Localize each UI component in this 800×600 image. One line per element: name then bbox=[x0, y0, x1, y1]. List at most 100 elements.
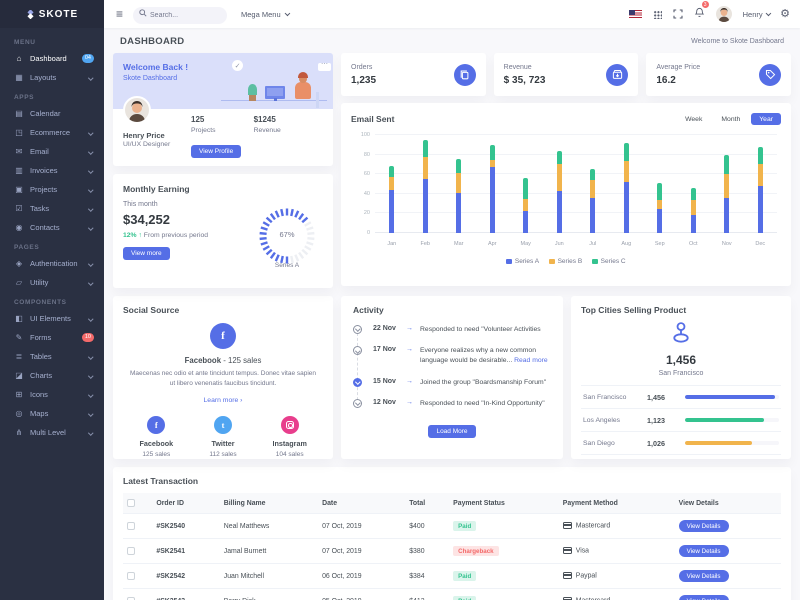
view-profile-button[interactable]: View Profile bbox=[191, 145, 242, 158]
select-all-checkbox[interactable] bbox=[127, 499, 135, 507]
sidebar-item-ecommerce[interactable]: ◳ Ecommerce bbox=[0, 123, 104, 142]
email-sent-chart: 0 20 40 60 80 100 Jan Feb Mar Apr May Jun Jul Aug Sep O… bbox=[351, 131, 781, 277]
page-welcome-text: Welcome to Skote Dashboard bbox=[691, 38, 784, 45]
bar-segment-series-a bbox=[590, 197, 596, 233]
sidebar: SKOTE MENU ⌂ Dashboard 04 ▦ Layouts APPS ▤ Calen… bbox=[0, 0, 104, 600]
mega-menu-button[interactable]: Mega Menu bbox=[241, 10, 290, 19]
view-more-button[interactable]: View more bbox=[123, 247, 170, 260]
row-checkbox[interactable] bbox=[127, 597, 135, 600]
social-name: Facebook bbox=[139, 438, 174, 448]
sidebar-item-contacts[interactable]: ◉ Contacts bbox=[0, 218, 104, 237]
bar-segment-series-b bbox=[456, 173, 462, 193]
menu-toggle-icon[interactable]: ≡ bbox=[116, 7, 124, 21]
sidebar-item-forms[interactable]: ✎ Forms 10 bbox=[0, 328, 104, 347]
earning-change: 12% ↑ From previous period bbox=[123, 232, 323, 239]
view-details-button[interactable]: View Details bbox=[678, 595, 729, 600]
city-progress-track bbox=[685, 441, 779, 445]
total-cell: $380 bbox=[405, 538, 450, 564]
projects-label: Projects bbox=[191, 127, 216, 134]
charts-icon: ◪ bbox=[15, 371, 23, 380]
social-sales-text: - 125 sales bbox=[223, 356, 262, 365]
row-checkbox[interactable] bbox=[127, 522, 135, 530]
language-flag-icon[interactable] bbox=[628, 10, 642, 18]
social-item-facebook[interactable]: f Facebook 125 sales bbox=[123, 415, 190, 458]
stat-card-average-price: Average Price 16.2 bbox=[646, 53, 792, 96]
top-cities-card: Top Cities Selling Product 1,456 San Fra… bbox=[571, 296, 791, 459]
logo[interactable]: SKOTE bbox=[0, 0, 104, 28]
sidebar-menu: MENU ⌂ Dashboard 04 ▦ Layouts APPS ▤ Calendar ◳ Ec… bbox=[0, 28, 104, 442]
sidebar-item-authentication[interactable]: ◈ Authentication bbox=[0, 254, 104, 273]
sidebar-item-multi-level[interactable]: ⋔ Multi Level bbox=[0, 423, 104, 442]
sidebar-item-maps[interactable]: ◎ Maps bbox=[0, 404, 104, 423]
ui-elements-icon: ◧ bbox=[15, 314, 23, 323]
sidebar-item-label: Icons bbox=[30, 390, 48, 399]
view-details-button[interactable]: View Details bbox=[678, 545, 729, 557]
welcome-subtitle: Skote Dashboard bbox=[123, 75, 178, 82]
social-name: Twitter bbox=[211, 438, 235, 448]
social-item-twitter[interactable]: t Twitter 112 sales bbox=[190, 415, 257, 458]
tab-week[interactable]: Week bbox=[677, 113, 710, 125]
user-avatar[interactable] bbox=[715, 6, 732, 22]
social-item-instagram[interactable]: Instagram 104 sales bbox=[256, 415, 323, 458]
row-select-cell bbox=[123, 563, 153, 589]
row-checkbox[interactable] bbox=[127, 572, 135, 580]
tab-year[interactable]: Year bbox=[751, 113, 781, 125]
sidebar-item-dashboard[interactable]: ⌂ Dashboard 04 bbox=[0, 49, 104, 68]
sidebar-item-icons[interactable]: ⊞ Icons bbox=[0, 385, 104, 404]
bar-segment-series-c bbox=[724, 154, 730, 175]
status-badge: Paid bbox=[453, 521, 477, 531]
sidebar-item-ui-elements[interactable]: ◧ UI Elements bbox=[0, 309, 104, 328]
payment-status-cell: Paid bbox=[449, 563, 559, 589]
page-title: DASHBOARD bbox=[120, 36, 185, 47]
sidebar-item-calendar[interactable]: ▤ Calendar bbox=[0, 104, 104, 123]
user-menu-button[interactable]: Henry bbox=[743, 10, 771, 19]
sidebar-item-tables[interactable]: ≣ Tables bbox=[0, 347, 104, 366]
speech-bubble-icon: ⋯ bbox=[318, 61, 331, 71]
city-row-san-francisco: San Francisco 1,456 bbox=[581, 386, 781, 409]
bar-column-nov bbox=[710, 135, 744, 233]
bar-segment-series-a bbox=[724, 197, 730, 233]
social-source-title: Social Source bbox=[123, 305, 180, 315]
load-more-button[interactable]: Load More bbox=[428, 424, 476, 438]
sidebar-item-label: Dashboard bbox=[30, 54, 67, 63]
legend-swatch bbox=[506, 258, 512, 265]
activity-text: Responded to need "Volunteer Activities bbox=[420, 326, 541, 333]
bar-column-aug bbox=[610, 135, 644, 233]
copy-icon bbox=[453, 63, 476, 86]
fullscreen-icon[interactable] bbox=[673, 9, 683, 19]
sidebar-item-invoices[interactable]: ▥ Invoices bbox=[0, 161, 104, 180]
tab-month[interactable]: Month bbox=[713, 113, 748, 125]
sidebar-item-layouts[interactable]: ▦ Layouts bbox=[0, 68, 104, 87]
chevron-down-icon bbox=[87, 392, 93, 397]
monthly-earning-card: Monthly Earning This month $34,252 12% ↑… bbox=[113, 174, 333, 288]
row-checkbox[interactable] bbox=[127, 547, 135, 555]
learn-more-link[interactable]: Learn more › bbox=[203, 396, 243, 404]
row-select-cell bbox=[123, 588, 153, 600]
sidebar-item-email[interactable]: ✉ Email bbox=[0, 142, 104, 161]
sidebar-item-label: Authentication bbox=[30, 259, 78, 268]
sidebar-item-charts[interactable]: ◪ Charts bbox=[0, 366, 104, 385]
payment-method-name: Visa bbox=[575, 547, 589, 555]
apps-grid-icon[interactable] bbox=[652, 9, 662, 19]
sidebar-item-tasks[interactable]: ☑ Tasks bbox=[0, 199, 104, 218]
y-axis-tick: 0 bbox=[366, 230, 370, 236]
sidebar-item-label: Forms bbox=[30, 333, 52, 342]
select-all-header bbox=[123, 493, 153, 514]
settings-gear-icon[interactable]: ⚙ bbox=[780, 7, 790, 20]
bar-segment-series-c bbox=[757, 146, 763, 165]
bar-segment-series-b bbox=[523, 198, 529, 212]
menu-badge: 04 bbox=[81, 54, 94, 63]
payment-status-cell: Paid bbox=[449, 588, 559, 600]
activity-card: Activity 22 Nov → Responded to need "Volun… bbox=[341, 296, 563, 459]
search-input[interactable] bbox=[133, 7, 228, 24]
sidebar-item-utility[interactable]: ▱ Utility bbox=[0, 273, 104, 292]
view-details-button[interactable]: View Details bbox=[678, 520, 729, 532]
stat-card-orders: Orders 1,235 bbox=[341, 53, 486, 96]
read-more-link[interactable]: Read more bbox=[514, 357, 548, 365]
notifications-button[interactable]: 3 bbox=[694, 1, 709, 23]
sidebar-item-projects[interactable]: ▣ Projects bbox=[0, 180, 104, 199]
bar-segment-series-c bbox=[389, 166, 395, 178]
stacked-bar bbox=[389, 166, 395, 233]
chevron-down-icon bbox=[87, 261, 93, 266]
view-details-button[interactable]: View Details bbox=[678, 570, 729, 582]
